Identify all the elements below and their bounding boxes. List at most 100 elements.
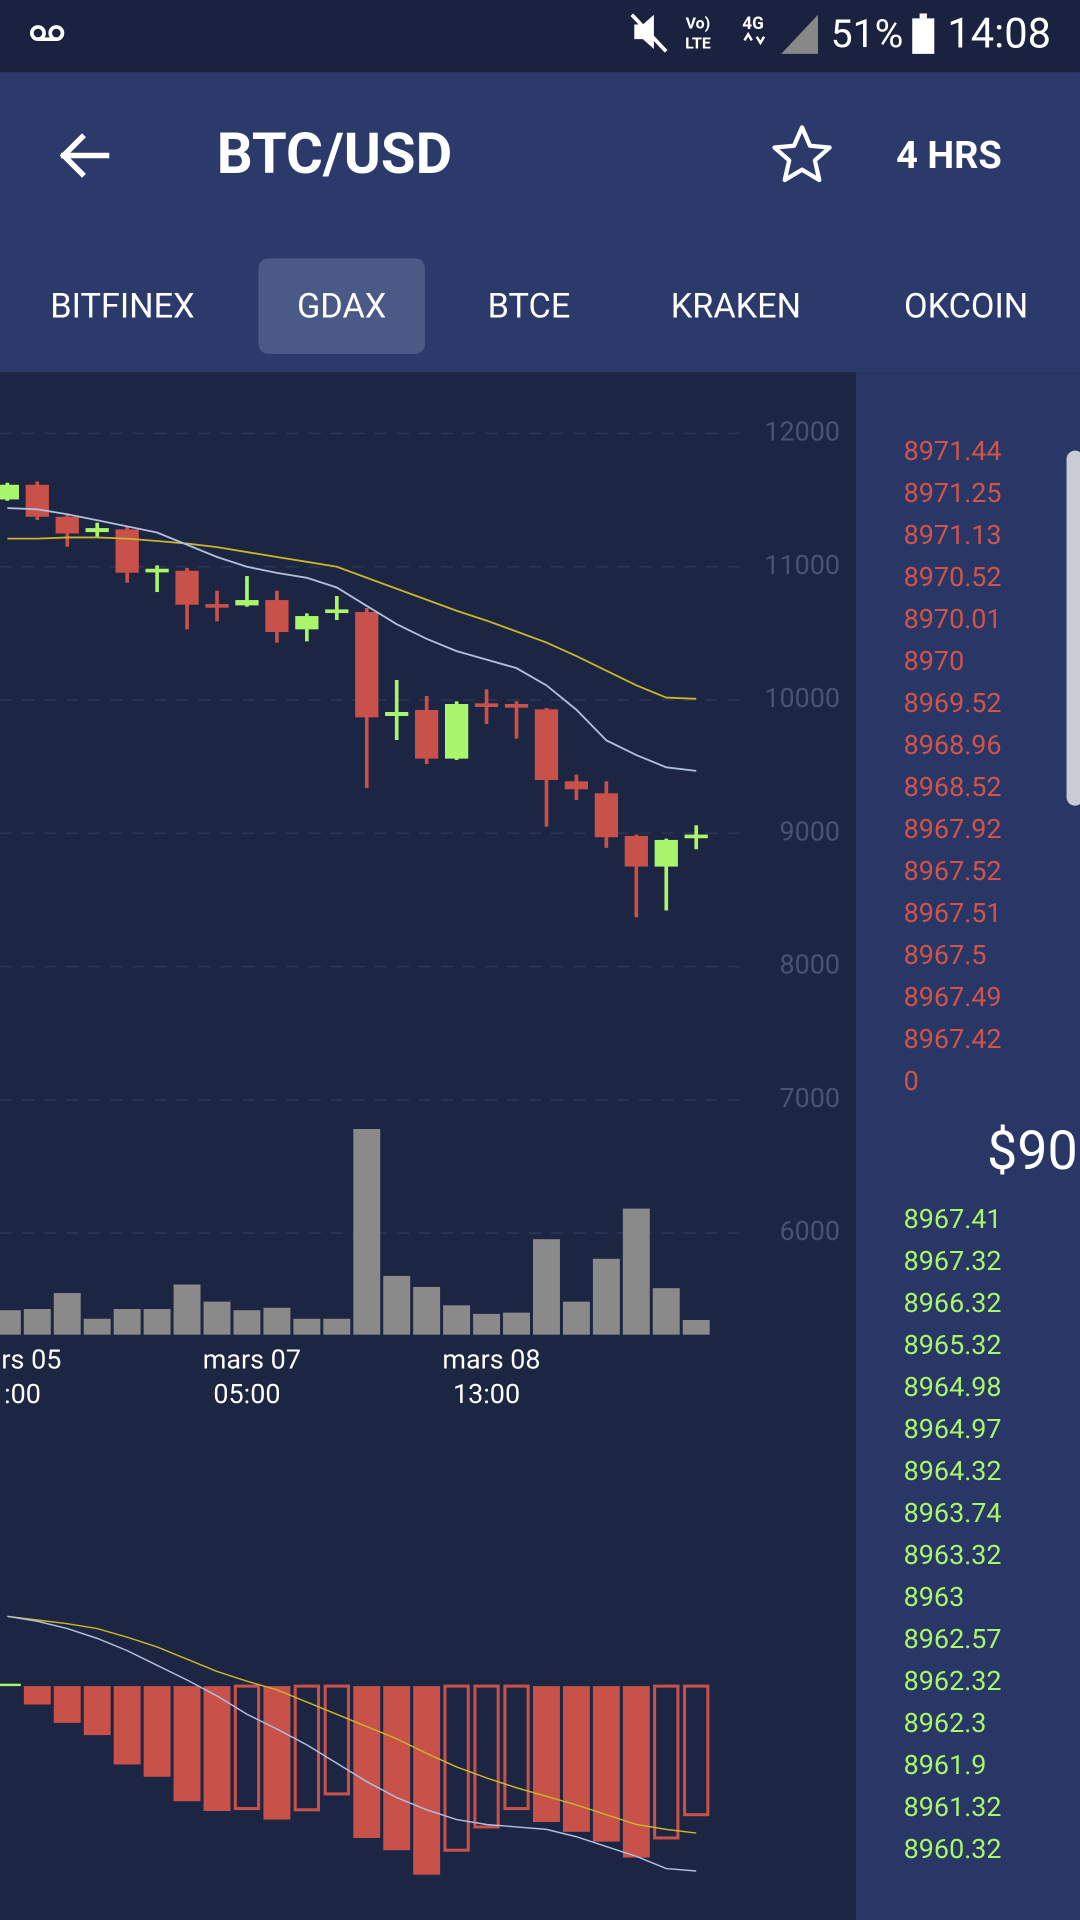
bid-price: 8964.97 [904,1413,1002,1445]
order-book: 8971.44 8971.25 8971.13 8970.52 8970.01 8970 8… [904,435,1078,1865]
volume-bar [383,1275,411,1335]
bid-price: 8965.32 [904,1329,1002,1361]
macd-bar [293,1684,321,1812]
voicemail-icon [30,25,65,42]
volume-bar [443,1305,471,1335]
volume-bar [143,1308,171,1335]
macd-bar [323,1684,350,1796]
exchange-tab[interactable]: BTCE [488,287,571,327]
candle-body [504,703,529,708]
macd-bar [622,1686,650,1858]
candle-body [205,604,229,608]
volume-bar [293,1318,321,1335]
macd-bar [143,1686,171,1777]
macd-bar [503,1684,530,1811]
exchange-tab[interactable]: BITFINEX [50,287,194,327]
ask-price: 8970 [904,645,965,677]
exchange-tabs: BITFINEX GDAX BTCE KRAKEN OKCOIN [50,258,1028,354]
volume-bar [622,1208,650,1335]
x-time-label: 13:00 [453,1378,520,1410]
macd-bar [83,1686,111,1736]
candle-body [624,835,648,867]
bid-price: 8967.41 [904,1203,1002,1235]
network-type: 4G [742,14,764,34]
bid-price: 8963.74 [904,1497,1002,1529]
candle-body [115,529,139,573]
x-time-label: 21:00 [0,1378,41,1410]
y-tick-label: 10000 [764,682,840,714]
order-book-panel [855,372,1080,1920]
ask-price: 8971.44 [904,435,1002,467]
data-arrows [743,31,766,46]
candle-body [145,568,169,573]
interval-button[interactable]: 4 HRS [896,134,1002,178]
volume-bar [413,1286,441,1335]
chart: 12000 11000 10000 9000 8000 7000 6000 mars 0521… [0,416,840,1875]
ask-price: 8967.52 [904,855,1002,887]
macd-bar [413,1686,441,1875]
bid-price: 8961.9 [904,1749,987,1781]
volume-bar [203,1301,231,1335]
y-tick-label: 11000 [764,549,840,581]
candle-body [25,484,49,517]
y-tick-label: 6000 [779,1215,840,1247]
exchange-tab[interactable]: OKCOIN [904,287,1028,327]
macd-line [7,1615,697,1834]
volume-bar [592,1258,620,1335]
volte-bottom: LTE [685,33,711,52]
macd-bar [113,1686,141,1765]
bid-price: 8963.32 [904,1539,1002,1571]
bid-price: 8964.32 [904,1455,1002,1487]
volume-bar [0,1310,21,1335]
bid-price: 8967.32 [904,1245,1002,1277]
candle-body [594,793,618,838]
exchange-tab[interactable]: GDAX [297,287,386,327]
ask-price: 8967.49 [904,981,1002,1013]
macd-bar [532,1686,560,1823]
y-tick-label: 9000 [779,815,840,847]
ask-price: 8967.51 [904,897,1002,929]
volume-bar [473,1313,501,1335]
bid-price: 8966.32 [904,1287,1002,1319]
macd-bar [353,1686,381,1838]
macd-bar [683,1684,710,1817]
ask-price: 8971.25 [904,477,1002,509]
status-bar [0,0,1080,73]
last-price: $90 [987,1120,1078,1183]
ask-price: 8967.5 [904,939,987,971]
candle-body [295,616,319,630]
macd-bar [203,1686,231,1812]
back-button[interactable] [59,133,110,178]
macd-bar [53,1686,81,1723]
candle-body [415,709,439,759]
candle-body [55,516,79,534]
bid-price: 8962.32 [904,1665,1002,1697]
candle-body [474,703,499,708]
bid-price: 8963 [904,1581,965,1613]
candle-body [534,709,559,780]
ask-price: 8967.92 [904,813,1002,845]
app-header [0,72,1080,373]
favorite-button[interactable] [772,125,832,183]
volume-bar [263,1307,291,1335]
y-tick-label: 8000 [779,949,840,981]
macd-bar [233,1684,261,1811]
candle-body [175,570,199,605]
volume-bar [173,1284,201,1335]
ask-price: 8968.96 [904,729,1002,761]
bid-price: 8962.57 [904,1623,1002,1655]
exchange-tab[interactable]: KRAKEN [671,287,801,327]
ask-price: 8970.52 [904,561,1002,593]
volume-bar [323,1318,351,1335]
pair-title: BTC/USD [217,121,452,187]
volume-bar [682,1320,710,1335]
volume-bar [83,1318,111,1335]
volume-bar [353,1128,381,1335]
moving-average [7,536,697,700]
macd-bar [443,1684,470,1852]
macd-line [7,1615,697,1872]
scrollbar [1066,450,1080,806]
candle-body [265,600,289,633]
mute-icon [630,13,668,53]
